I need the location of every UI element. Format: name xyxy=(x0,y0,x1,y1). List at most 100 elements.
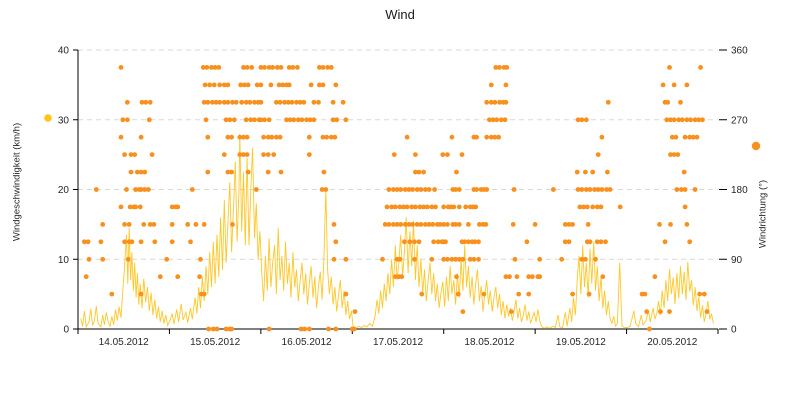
wind-direction-point xyxy=(481,291,487,297)
wind-direction-point xyxy=(274,99,279,105)
wind-direction-point xyxy=(265,152,271,158)
wind-direction-point xyxy=(598,239,604,245)
wind-direction-point xyxy=(306,152,312,158)
wind-direction-point xyxy=(391,222,396,227)
svg-text:0: 0 xyxy=(731,325,737,336)
wind-direction-point xyxy=(483,222,489,227)
wind-direction-point xyxy=(304,117,309,123)
wind-direction-point xyxy=(392,274,398,280)
wind-direction-point xyxy=(484,134,490,140)
wind-direction-point xyxy=(245,82,251,88)
wind-direction-point xyxy=(414,222,420,227)
wind-direction-point xyxy=(266,65,272,70)
wind-direction-point xyxy=(253,187,259,192)
wind-direction-point xyxy=(674,187,680,192)
wind-direction-point xyxy=(311,99,317,105)
wind-direction-point xyxy=(594,204,600,210)
wind-direction-point xyxy=(100,256,106,262)
wind-direction-point xyxy=(398,222,404,227)
wind-direction-point xyxy=(492,99,498,105)
wind-direction-point xyxy=(473,204,479,210)
wind-direction-point xyxy=(389,204,394,210)
wind-direction-point xyxy=(262,117,267,123)
wind-direction-point xyxy=(328,65,334,70)
wind-direction-point xyxy=(317,82,322,88)
wind-direction-point xyxy=(698,65,703,70)
wind-direction-point xyxy=(429,256,435,262)
wind-direction-point xyxy=(575,117,581,123)
wind-direction-points xyxy=(82,65,710,332)
wind-direction-point xyxy=(221,82,227,88)
wind-direction-point xyxy=(120,117,126,123)
svg-text:20: 20 xyxy=(58,185,70,196)
wind-direction-point xyxy=(268,82,274,88)
wind-direction-point xyxy=(412,256,417,262)
wind-direction-point xyxy=(261,152,266,158)
windspeed-legend-marker xyxy=(44,114,52,122)
axes: 0 10 20 30 40 0 90 180 270 360 14.05.2012 15.05.201… xyxy=(58,46,748,349)
wind-direction-point xyxy=(391,152,397,158)
wind-direction-point xyxy=(109,291,115,297)
wind-direction-point xyxy=(125,99,130,105)
wind-direction-point xyxy=(271,152,277,158)
wind-direction-point xyxy=(605,99,611,105)
wind-direction-point xyxy=(93,187,99,192)
wind-direction-point xyxy=(277,134,283,140)
wind-direction-point xyxy=(504,65,510,70)
wind-direction-point xyxy=(494,117,500,123)
wind-direction-point xyxy=(413,169,418,175)
wind-direction-point xyxy=(142,187,148,192)
wind-direction-point xyxy=(562,222,568,227)
svg-text:10: 10 xyxy=(58,255,70,266)
wind-direction-point xyxy=(435,239,441,245)
wind-direction-point xyxy=(380,256,385,262)
wind-direction-point xyxy=(175,204,181,210)
wind-direction-point xyxy=(497,65,502,70)
wind-direction-point xyxy=(682,187,688,192)
wind-direction-point xyxy=(299,117,305,123)
wind-direction-point xyxy=(124,187,129,192)
wind-direction-point xyxy=(669,134,675,140)
wind-direction-point xyxy=(488,82,494,88)
wind-direction-point xyxy=(537,256,543,262)
wind-direction-point xyxy=(443,239,448,245)
wind-direction-point xyxy=(169,239,175,245)
wind-direction-point xyxy=(227,117,233,123)
wind-direction-point xyxy=(530,274,535,280)
wind-direction-point xyxy=(323,187,329,192)
wind-direction-point xyxy=(583,187,589,192)
wind-direction-point xyxy=(138,134,144,140)
wind-direction-point xyxy=(214,326,220,332)
wind-direction-point xyxy=(85,239,91,245)
wind-direction-point xyxy=(487,117,492,123)
wind-direction-point xyxy=(456,204,462,210)
wind-direction-point xyxy=(604,187,609,192)
wind-direction-point xyxy=(308,82,314,88)
wind-direction-point xyxy=(668,152,673,158)
wind-direction-point xyxy=(587,239,593,245)
wind-direction-point xyxy=(334,117,340,123)
wind-direction-point xyxy=(492,134,498,140)
wind-direction-point xyxy=(410,222,415,227)
wind-direction-point xyxy=(570,222,575,227)
wind-direction-point xyxy=(657,222,662,227)
wind-direction-point xyxy=(330,117,336,123)
wind-direction-point xyxy=(416,239,422,245)
wind-direction-point xyxy=(295,65,300,70)
wind-direction-point xyxy=(644,309,650,314)
wind-direction-point xyxy=(83,274,89,280)
wind-direction-point xyxy=(201,99,207,105)
wind-direction-point xyxy=(128,152,134,158)
wind-direction-point xyxy=(402,187,408,192)
wind-direction-point xyxy=(566,239,572,245)
wind-direction-point xyxy=(429,204,435,210)
wind-direction-point xyxy=(498,117,504,123)
wind-direction-point xyxy=(261,134,266,140)
wind-direction-point xyxy=(384,204,390,210)
wind-direction-point xyxy=(472,239,478,245)
wind-direction-point xyxy=(453,256,458,262)
wind-direction-point xyxy=(671,117,677,123)
wind-direction-point xyxy=(382,222,388,227)
wind-direction-point xyxy=(286,82,292,88)
